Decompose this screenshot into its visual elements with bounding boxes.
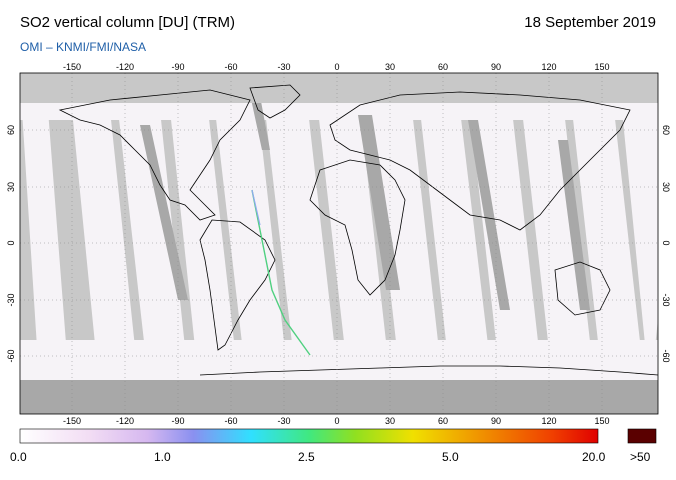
lon-tick: 30 [385, 62, 395, 72]
lon-tick: -120 [116, 416, 134, 426]
lon-tick: 60 [438, 416, 448, 426]
lat-tick: 0 [661, 240, 671, 245]
colorbar-overflow-label: >50 [630, 450, 651, 464]
lat-tick: -60 [6, 349, 16, 362]
lon-tick: 150 [594, 416, 609, 426]
graticule [20, 73, 658, 414]
lon-tick: 90 [491, 416, 501, 426]
lat-tick: 30 [661, 182, 671, 192]
lon-tick: -90 [171, 416, 184, 426]
africa-outline [309, 159, 406, 296]
south-america-outline [199, 219, 276, 351]
colorbar-label: 1.0 [154, 450, 171, 464]
lat-tick: 30 [6, 182, 16, 192]
coastlines [58, 84, 658, 376]
data-credit: OMI – KNMI/FMI/NASA [20, 40, 147, 54]
lat-ticks-left: 60 30 0 -30 -60 [6, 125, 16, 363]
lon-tick: 0 [334, 62, 339, 72]
lon-tick: 0 [334, 416, 339, 426]
lon-tick: -60 [224, 62, 237, 72]
greenland-outline [249, 84, 301, 119]
antarctica-outline [199, 365, 658, 376]
map-title: SO2 vertical column [DU] (TRM) [20, 14, 236, 31]
lon-tick: -90 [171, 62, 184, 72]
map-date: 18 September 2019 [524, 14, 656, 31]
colorbar-gradient [19, 428, 599, 444]
lon-ticks-bottom: -150 -120 -90 -60 -30 0 30 60 90 120 150 [63, 416, 610, 426]
lon-tick: 90 [491, 62, 501, 72]
lon-tick: 120 [541, 62, 556, 72]
lon-tick: -30 [277, 416, 290, 426]
lat-tick: -60 [661, 349, 671, 362]
lon-tick: -60 [224, 416, 237, 426]
lat-tick: -30 [661, 293, 671, 306]
lon-ticks-top: -150 -120 -90 -60 -30 0 30 60 90 120 150 [63, 62, 610, 72]
colorbar-label: 0.0 [10, 450, 27, 464]
lat-tick: 60 [6, 125, 16, 135]
south-polar-region [20, 380, 658, 414]
lon-tick: 60 [438, 62, 448, 72]
lat-tick: 60 [661, 125, 671, 135]
lat-tick: -30 [6, 293, 16, 306]
map-frame [19, 72, 659, 415]
lat-tick: 0 [6, 240, 16, 245]
north-america-outline [58, 89, 251, 221]
so2-plume-trace-upper [251, 189, 261, 226]
europe-asia-outline [329, 91, 631, 231]
colorbar-label: 2.5 [298, 450, 315, 464]
colorbar-overflow-swatch [627, 428, 657, 444]
colorbar-label: 5.0 [442, 450, 459, 464]
lon-tick: 120 [541, 416, 556, 426]
lon-tick: -150 [63, 62, 81, 72]
so2-plume-trace [251, 189, 311, 356]
lat-ticks-right: 60 30 0 -30 -60 [661, 125, 671, 363]
colorbar-label: 20.0 [582, 450, 606, 464]
lon-tick: 30 [385, 416, 395, 426]
lon-tick: -150 [63, 416, 81, 426]
lon-tick: -120 [116, 62, 134, 72]
map-content [20, 73, 658, 414]
lon-tick: -30 [277, 62, 290, 72]
lon-tick: 150 [594, 62, 609, 72]
